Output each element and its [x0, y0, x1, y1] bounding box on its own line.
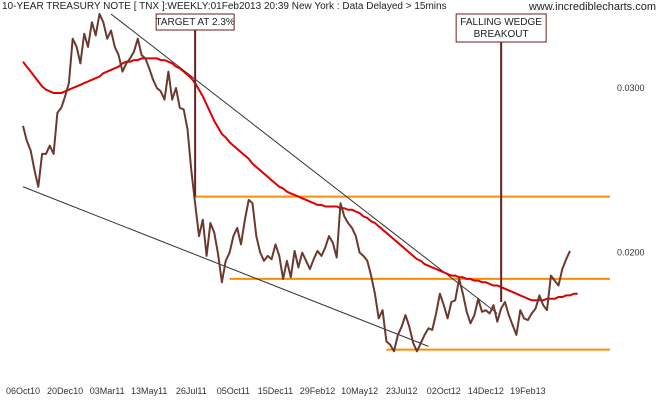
annotation-text: FALLING WEDGE: [460, 17, 542, 28]
x-tick-label: 26Jul11: [176, 386, 207, 396]
x-tick-label: 23Jul12: [386, 386, 418, 396]
price-line: [22, 13, 571, 353]
x-tick-label: 15Dec11: [258, 386, 293, 396]
moving-average-line: [22, 57, 578, 302]
trendline: [22, 186, 429, 347]
y-tick-label: 0.0200: [617, 248, 645, 258]
x-tick-label: 13May11: [131, 386, 167, 396]
trendline: [110, 13, 498, 314]
x-tick-label: 05Oct11: [217, 386, 250, 396]
annotation-box: [455, 13, 547, 43]
x-tick-label: 10May12: [341, 386, 378, 396]
x-tick-label: 02Oct12: [427, 386, 461, 396]
x-tick-label: 20Dec10: [47, 386, 83, 396]
axis-ticks: 0.0300 0.0200 06Oct10 20Dec10 03Mar11 13May11…: [6, 83, 645, 396]
wedge-trendlines: [22, 13, 498, 347]
x-tick-label: 14Dec12: [468, 386, 504, 396]
y-tick-label: 0.0300: [617, 83, 645, 93]
x-tick-label: 06Oct10: [6, 386, 40, 396]
chart-title: 10-YEAR TREASURY NOTE [ TNX ]:WEEKLY:01F…: [2, 1, 447, 12]
x-tick-label: 19Feb13: [510, 386, 546, 396]
annotation-text: TARGET AT 2.3%: [155, 17, 234, 28]
series-lines: [22, 13, 578, 353]
annotation-text: BREAKOUT: [474, 29, 529, 40]
x-tick-label: 29Feb12: [300, 386, 336, 396]
support-resistance-lines: [195, 195, 610, 351]
site-watermark: www.incrediblecharts.com: [528, 1, 656, 13]
x-tick-label: 03Mar11: [90, 386, 125, 396]
annotation-box: [155, 13, 235, 31]
